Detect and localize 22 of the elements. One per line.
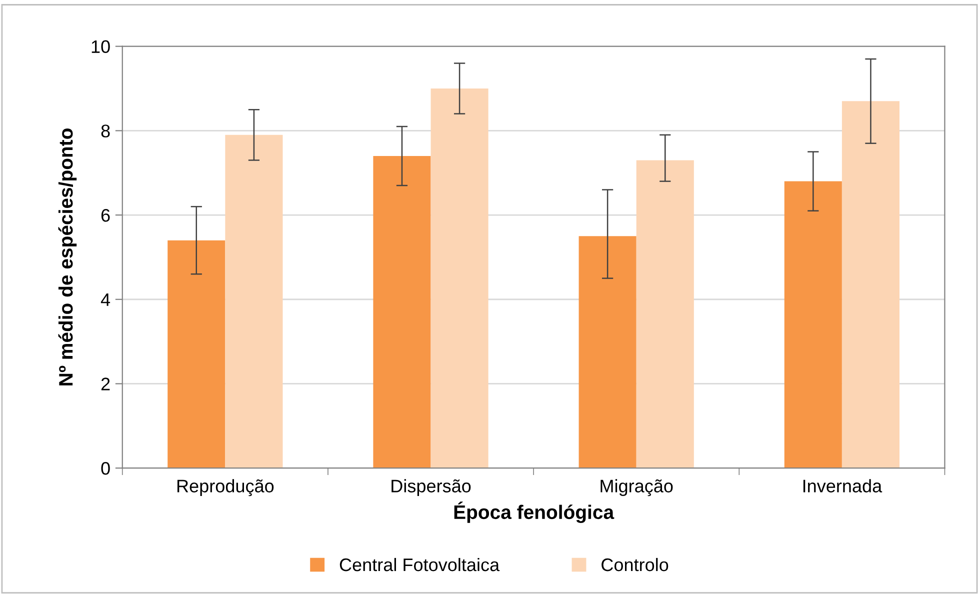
y-tick-label: 6 (101, 208, 110, 222)
y-tick-label: 10 (92, 40, 110, 54)
x-axis-title: Época fenológica (454, 502, 614, 523)
legend-label: Central Fotovoltaica (340, 558, 500, 572)
x-tick-label: Migração (600, 479, 673, 496)
bar (784, 181, 842, 468)
x-tick-label: Reprodução (177, 479, 274, 496)
bar (373, 156, 431, 468)
x-tick-label: Invernada (803, 479, 882, 492)
legend-label: Controlo (602, 558, 668, 572)
y-tick-label: 4 (100, 293, 110, 306)
bar (578, 236, 636, 468)
bar (636, 160, 694, 468)
bar (842, 101, 900, 468)
bar (168, 240, 226, 468)
bar (225, 134, 283, 468)
x-tick-label: Dispersão (392, 479, 471, 496)
bar (430, 88, 488, 468)
y-tick-label: 2 (101, 378, 110, 390)
y-tick-label: 0 (101, 462, 110, 475)
y-axis-title: Nº médio de espécies/ponto (58, 128, 77, 386)
y-tick-label: 8 (101, 124, 110, 138)
